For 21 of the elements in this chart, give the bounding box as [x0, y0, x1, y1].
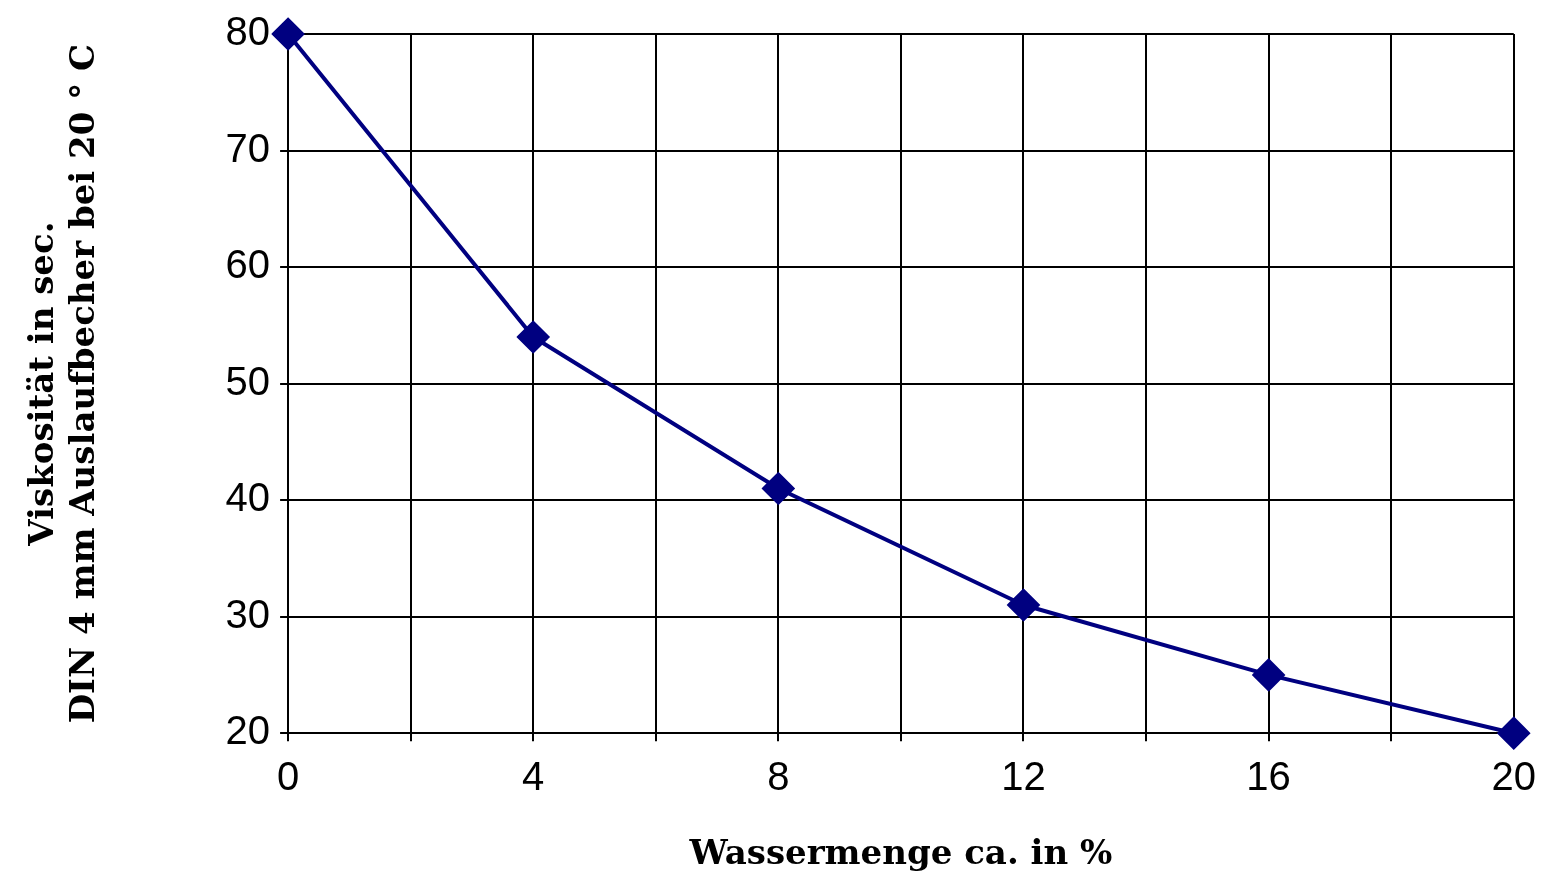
y-tick-label: 50: [225, 358, 271, 403]
y-tick-label: 80: [225, 9, 271, 54]
y-tick-label: 20: [225, 708, 271, 753]
x-tick-label: 16: [1246, 754, 1291, 799]
x-tick-label: 8: [767, 754, 790, 799]
y-tick-label: 60: [225, 242, 271, 287]
point: [517, 320, 550, 353]
y-axis-title: Viskosität in sec. DIN 4 mm Auslaufbecher bei 20 ° C: [21, 43, 103, 724]
x-tick-label: 20: [1491, 754, 1536, 799]
point: [272, 18, 305, 50]
point: [1252, 658, 1285, 691]
point: [762, 472, 795, 505]
point: [1007, 589, 1040, 622]
point: [1497, 717, 1530, 750]
x-tick-label: 0: [276, 754, 300, 799]
x-tick-label: 12: [1001, 754, 1046, 799]
y-tick-label: 70: [225, 125, 271, 170]
y-tick-label: 40: [225, 475, 271, 520]
x-axis-title: Wassermenge ca. in %: [688, 832, 1113, 873]
y-tick-label: 30: [225, 591, 271, 636]
x-tick-label: 4: [522, 754, 545, 799]
